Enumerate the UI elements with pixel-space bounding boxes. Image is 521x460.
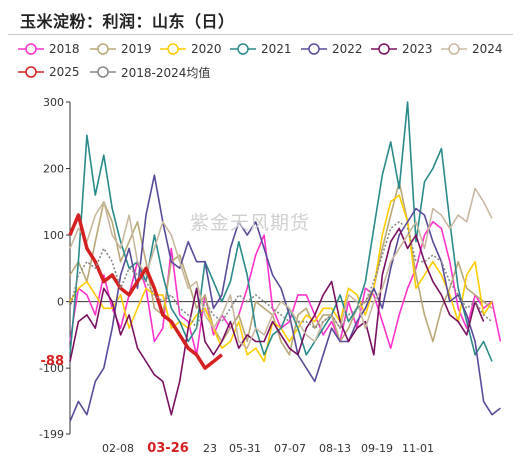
y-tick-label: 100 [43, 229, 64, 242]
legend-marker-icon [301, 43, 327, 55]
legend-item-2024[interactable]: 2024 [441, 40, 503, 58]
title-divider [8, 34, 513, 35]
legend-item-2020[interactable]: 2020 [160, 40, 222, 58]
last-value-label: -88 [41, 354, 65, 369]
x-tick-label: 09-19 [361, 442, 393, 455]
x-tick-label: 11-01 [402, 442, 434, 455]
legend-marker-icon [90, 43, 116, 55]
series-line-2023 [69, 227, 485, 416]
x-tick-label: 03-26 [147, 441, 189, 456]
legend-label: 2024 [472, 42, 503, 56]
legend-marker-icon [230, 43, 256, 55]
legend-item-2021[interactable]: 2021 [230, 40, 292, 58]
legend-label: 2020 [191, 42, 222, 56]
legend-marker-icon [160, 43, 186, 55]
y-tick-label: -199 [39, 428, 64, 441]
legend-item-2023[interactable]: 2023 [371, 40, 433, 58]
y-tick-label: 200 [43, 163, 64, 176]
watermark: 紫金天风期货 [190, 212, 311, 234]
series-line-2024 [69, 187, 493, 350]
y-tick-label: 0 [57, 296, 64, 309]
legend-item-2025[interactable]: 2025 [18, 63, 80, 81]
legend-item-average[interactable]: 2018-2024均值 [90, 63, 210, 81]
legend-item-2018[interactable]: 2018 [18, 40, 80, 58]
legend-label: 2023 [402, 42, 433, 56]
legend-item-2022[interactable]: 2022 [301, 40, 363, 58]
legend-item-2019[interactable]: 2019 [90, 40, 152, 58]
chart-title: 玉米淀粉：利润：山东（日） [20, 12, 235, 31]
legend-marker-icon [18, 66, 44, 78]
y-tick-label: 300 [43, 96, 64, 109]
legend-label: 2019 [121, 42, 152, 56]
x-tick-label: 07-07 [274, 442, 306, 455]
x-tick-label: 02-08 [102, 442, 134, 455]
series-line-2019 [69, 181, 493, 356]
legend-marker-icon [90, 66, 116, 78]
legend-label: 2018-2024均值 [121, 65, 211, 80]
series-line-2018-2024均值 [69, 221, 493, 330]
legend-label: 2018 [49, 42, 80, 56]
legend-marker-icon [441, 43, 467, 55]
series-line-2025 [68, 213, 223, 370]
legend-marker-icon [371, 43, 397, 55]
x-tick-label: 23 [203, 442, 217, 455]
y-tick-label: -100 [39, 362, 64, 375]
legend-label: 2025 [49, 65, 80, 79]
x-tick-label: 05-31 [229, 442, 261, 455]
legend-label: 2021 [261, 42, 292, 56]
x-tick-label: 08-13 [319, 442, 351, 455]
legend-marker-icon [18, 43, 44, 55]
legend-label: 2022 [332, 42, 363, 56]
